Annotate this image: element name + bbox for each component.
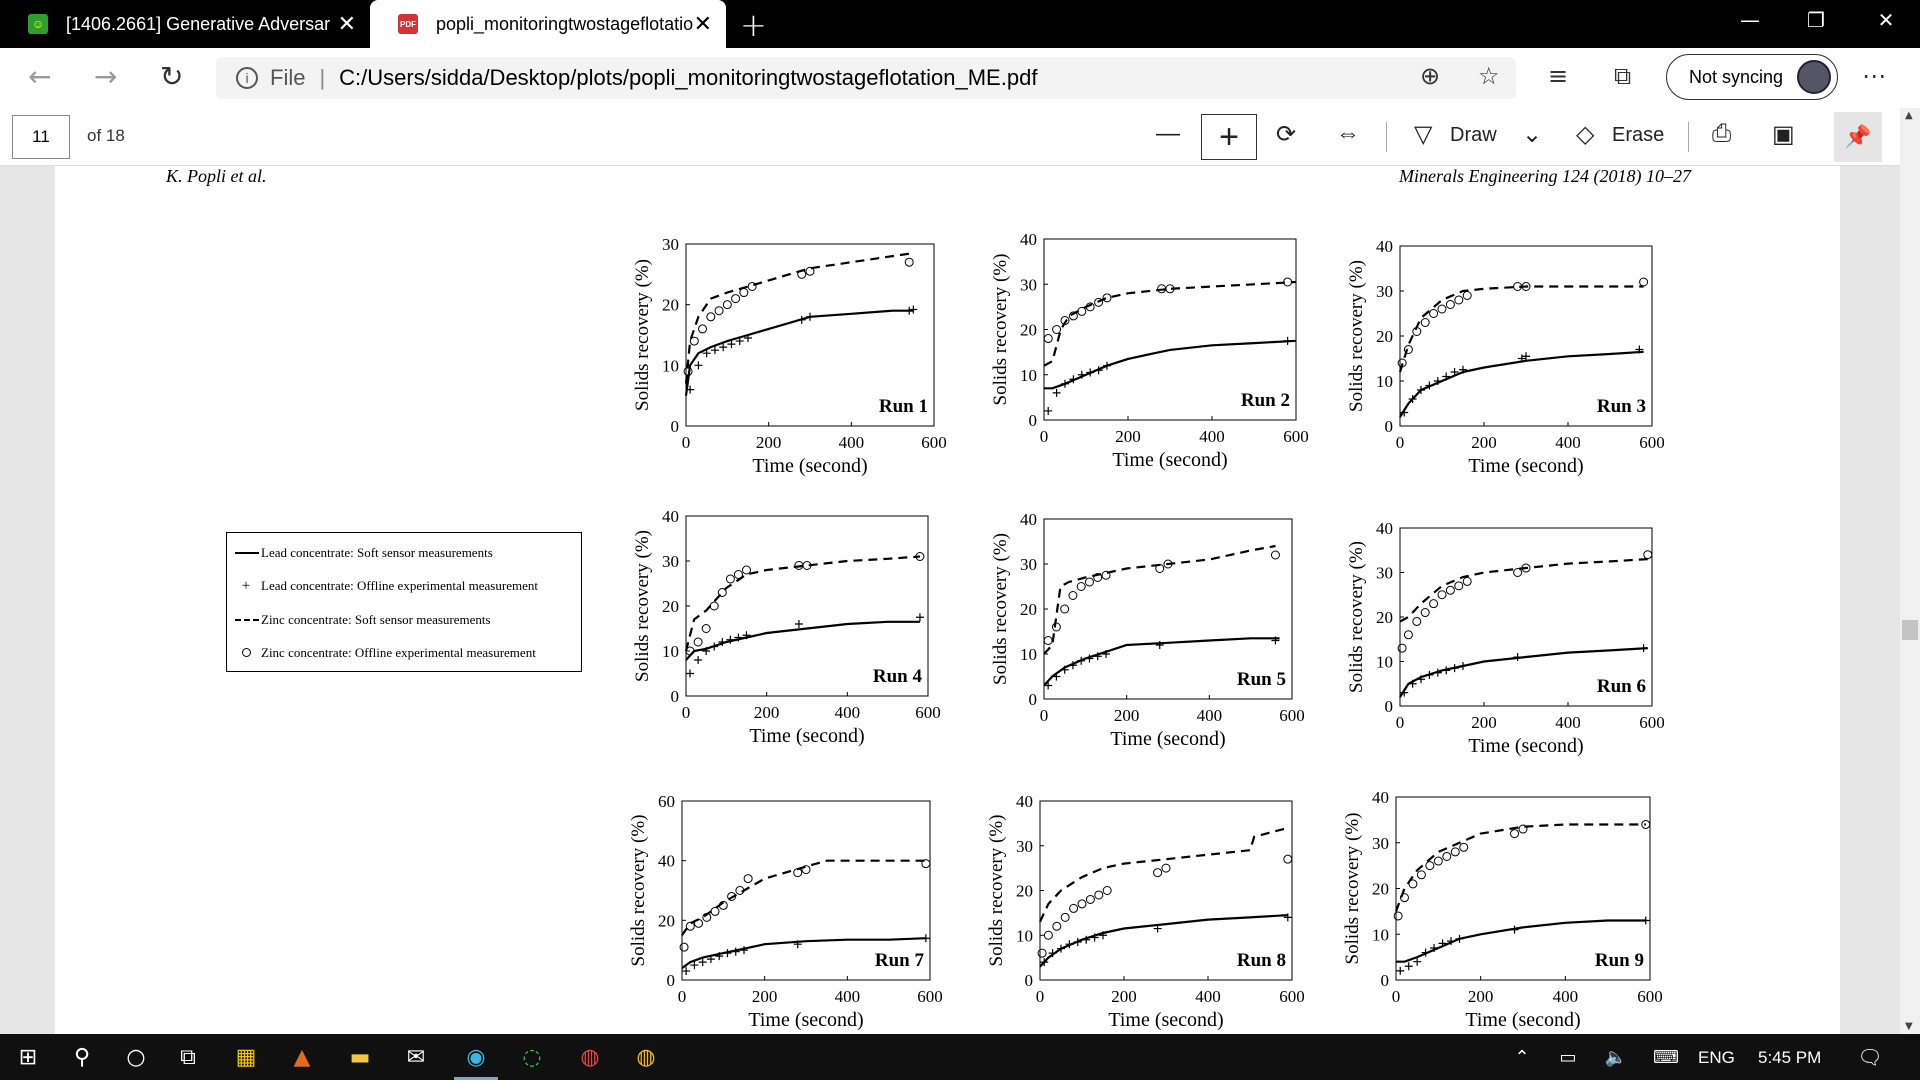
windows-start-icon[interactable]: ⊞ — [18, 1044, 38, 1070]
more-menu-icon[interactable]: ⋯ — [1862, 62, 1886, 90]
sync-button[interactable]: Not syncing — [1666, 54, 1838, 100]
legend-label: Zinc concentrate: Offline experimental m… — [261, 645, 536, 660]
legend-label: Lead concentrate: Soft sensor measuremen… — [261, 545, 493, 560]
smiley-icon: ☺ — [28, 14, 48, 34]
scroll-up-icon[interactable]: ▲ — [1905, 110, 1913, 121]
avatar — [1797, 60, 1831, 94]
close-icon[interactable]: ✕ — [337, 11, 356, 36]
page-count: of 18 — [87, 126, 125, 145]
zoom-icon[interactable]: ⊕ — [1420, 62, 1441, 90]
close-window-button[interactable]: ✕ — [1877, 8, 1895, 32]
draw-icon[interactable]: ▽ — [1414, 121, 1433, 148]
title-bar: ☺ [1406.2661] Generative Adversar ✕ PDF … — [0, 0, 1920, 48]
dashed-line-marker — [233, 610, 259, 630]
solid-line-marker — [233, 543, 259, 563]
progress-app-icon[interactable]: ◌ — [522, 1044, 542, 1070]
header-authors: K. Popli et al. — [166, 166, 267, 186]
zoom-in-button[interactable]: + — [1201, 114, 1257, 160]
tab-label: popli_monitoringtwostageflotatio — [436, 13, 694, 34]
legend-entry: Zinc concentrate: Offline experimental m… — [233, 643, 536, 663]
battery-icon[interactable]: ▭ — [1559, 1046, 1577, 1068]
chevron-down-icon[interactable]: ⌄ — [1522, 121, 1543, 148]
minimize-button[interactable]: — — [1740, 8, 1760, 32]
chrome-icon[interactable]: ◍ — [580, 1044, 600, 1070]
divider — [1688, 122, 1689, 152]
print-icon[interactable]: ⎙ — [1712, 120, 1732, 147]
chrome-alt-icon[interactable]: ◍ — [636, 1044, 656, 1070]
fit-width-icon[interactable]: ⇔ — [1336, 120, 1360, 147]
legend-label: Zinc concentrate: Soft sensor measuremen… — [261, 612, 491, 627]
address-bar: ← → ↻ i File | C:/Users/sidda/Desktop/pl… — [0, 48, 1920, 108]
store-icon[interactable]: ▦ — [235, 1044, 257, 1070]
collections-icon[interactable]: ⧉ — [1614, 62, 1632, 90]
favorite-star-icon[interactable]: ☆ — [1478, 62, 1500, 90]
pin-toolbar-icon[interactable]: 📌 — [1834, 112, 1882, 162]
browser-tab-1[interactable]: ☺ [1406.2661] Generative Adversar ✕ — [0, 0, 370, 48]
notifications-icon[interactable]: 🗨 — [1857, 1045, 1883, 1069]
matlab-icon[interactable]: ▲ — [293, 1044, 311, 1070]
url-field[interactable]: i File | C:/Users/sidda/Desktop/plots/po… — [216, 57, 1516, 99]
plus-marker: + — [241, 578, 251, 594]
clock[interactable]: 5:45 PM — [1758, 1048, 1822, 1067]
search-icon[interactable]: ⚲ — [73, 1044, 91, 1070]
legend-label: Lead concentrate: Offline experimental m… — [261, 578, 538, 593]
cortana-icon[interactable]: ○ — [126, 1044, 146, 1070]
scroll-down-icon[interactable]: ▼ — [1905, 1021, 1913, 1032]
zoom-out-button[interactable]: — — [1156, 120, 1180, 147]
taskbar: ⊞ ⚲ ○ ⧉ ▦ ▲ ▬ ✉ ◉ ◌ ◍ ◍ ⌃ ▭ 🔈 ⌨ ENG 5:45… — [0, 1034, 1920, 1080]
language-indicator[interactable]: ENG — [1698, 1048, 1735, 1067]
circle-marker — [233, 643, 259, 663]
new-tab-button[interactable]: + — [740, 6, 767, 44]
rotate-icon[interactable]: ⟳ — [1276, 121, 1297, 148]
erase-icon[interactable]: ◇ — [1576, 121, 1595, 148]
keyboard-icon[interactable]: ⌨ — [1653, 1046, 1679, 1068]
restore-button[interactable]: ❐ — [1807, 8, 1825, 32]
edge-browser-icon[interactable]: ◉ — [466, 1044, 486, 1070]
url-text: C:/Users/sidda/Desktop/plots/popli_monit… — [339, 65, 1038, 90]
chevron-up-icon[interactable]: ⌃ — [1514, 1046, 1530, 1068]
browser-tab-2[interactable]: PDF popli_monitoringtwostageflotatio ✕ — [370, 0, 726, 48]
divider — [1386, 122, 1387, 152]
save-icon[interactable]: ▣ — [1772, 121, 1795, 148]
pdf-icon: PDF — [398, 14, 418, 34]
page-number-input[interactable]: 11 — [12, 115, 70, 159]
url-separator: | — [319, 65, 326, 90]
back-icon[interactable]: ← — [28, 60, 52, 93]
tab-label: [1406.2661] Generative Adversar — [66, 13, 331, 34]
legend-entry: + Lead concentrate: Offline experimental … — [233, 576, 538, 596]
mail-icon[interactable]: ✉ — [406, 1044, 426, 1070]
close-icon[interactable]: ✕ — [693, 11, 712, 36]
volume-icon[interactable]: 🔈 — [1604, 1046, 1628, 1068]
sync-label: Not syncing — [1689, 66, 1784, 87]
file-explorer-icon[interactable]: ▬ — [349, 1044, 371, 1070]
task-view-icon[interactable]: ⧉ — [180, 1044, 196, 1070]
scroll-thumb[interactable] — [1902, 620, 1918, 640]
header-journal: Minerals Engineering 124 (2018) 10–27 — [1399, 166, 1691, 186]
legend-entry: Lead concentrate: Soft sensor measuremen… — [233, 543, 493, 563]
forward-icon[interactable]: → — [94, 60, 118, 93]
pdf-toolbar: 11 of 18 — + ⟳ ⇔ ▽ Draw ⌄ ◇ Erase ⎙ ▣ — [0, 108, 1920, 166]
erase-button[interactable]: Erase — [1612, 124, 1665, 146]
url-prefix: File — [270, 65, 306, 90]
figure-legend: Lead concentrate: Soft sensor measuremen… — [226, 532, 582, 672]
active-app-indicator — [454, 1077, 498, 1080]
favorites-list-icon[interactable]: ≡ — [1548, 62, 1569, 90]
legend-entry: Zinc concentrate: Soft sensor measuremen… — [233, 610, 491, 630]
draw-button[interactable]: Draw — [1450, 124, 1497, 146]
info-icon[interactable]: i — [236, 67, 258, 89]
vertical-scrollbar[interactable]: ▲ ▼ — [1900, 108, 1920, 1034]
refresh-icon[interactable]: ↻ — [160, 60, 184, 93]
